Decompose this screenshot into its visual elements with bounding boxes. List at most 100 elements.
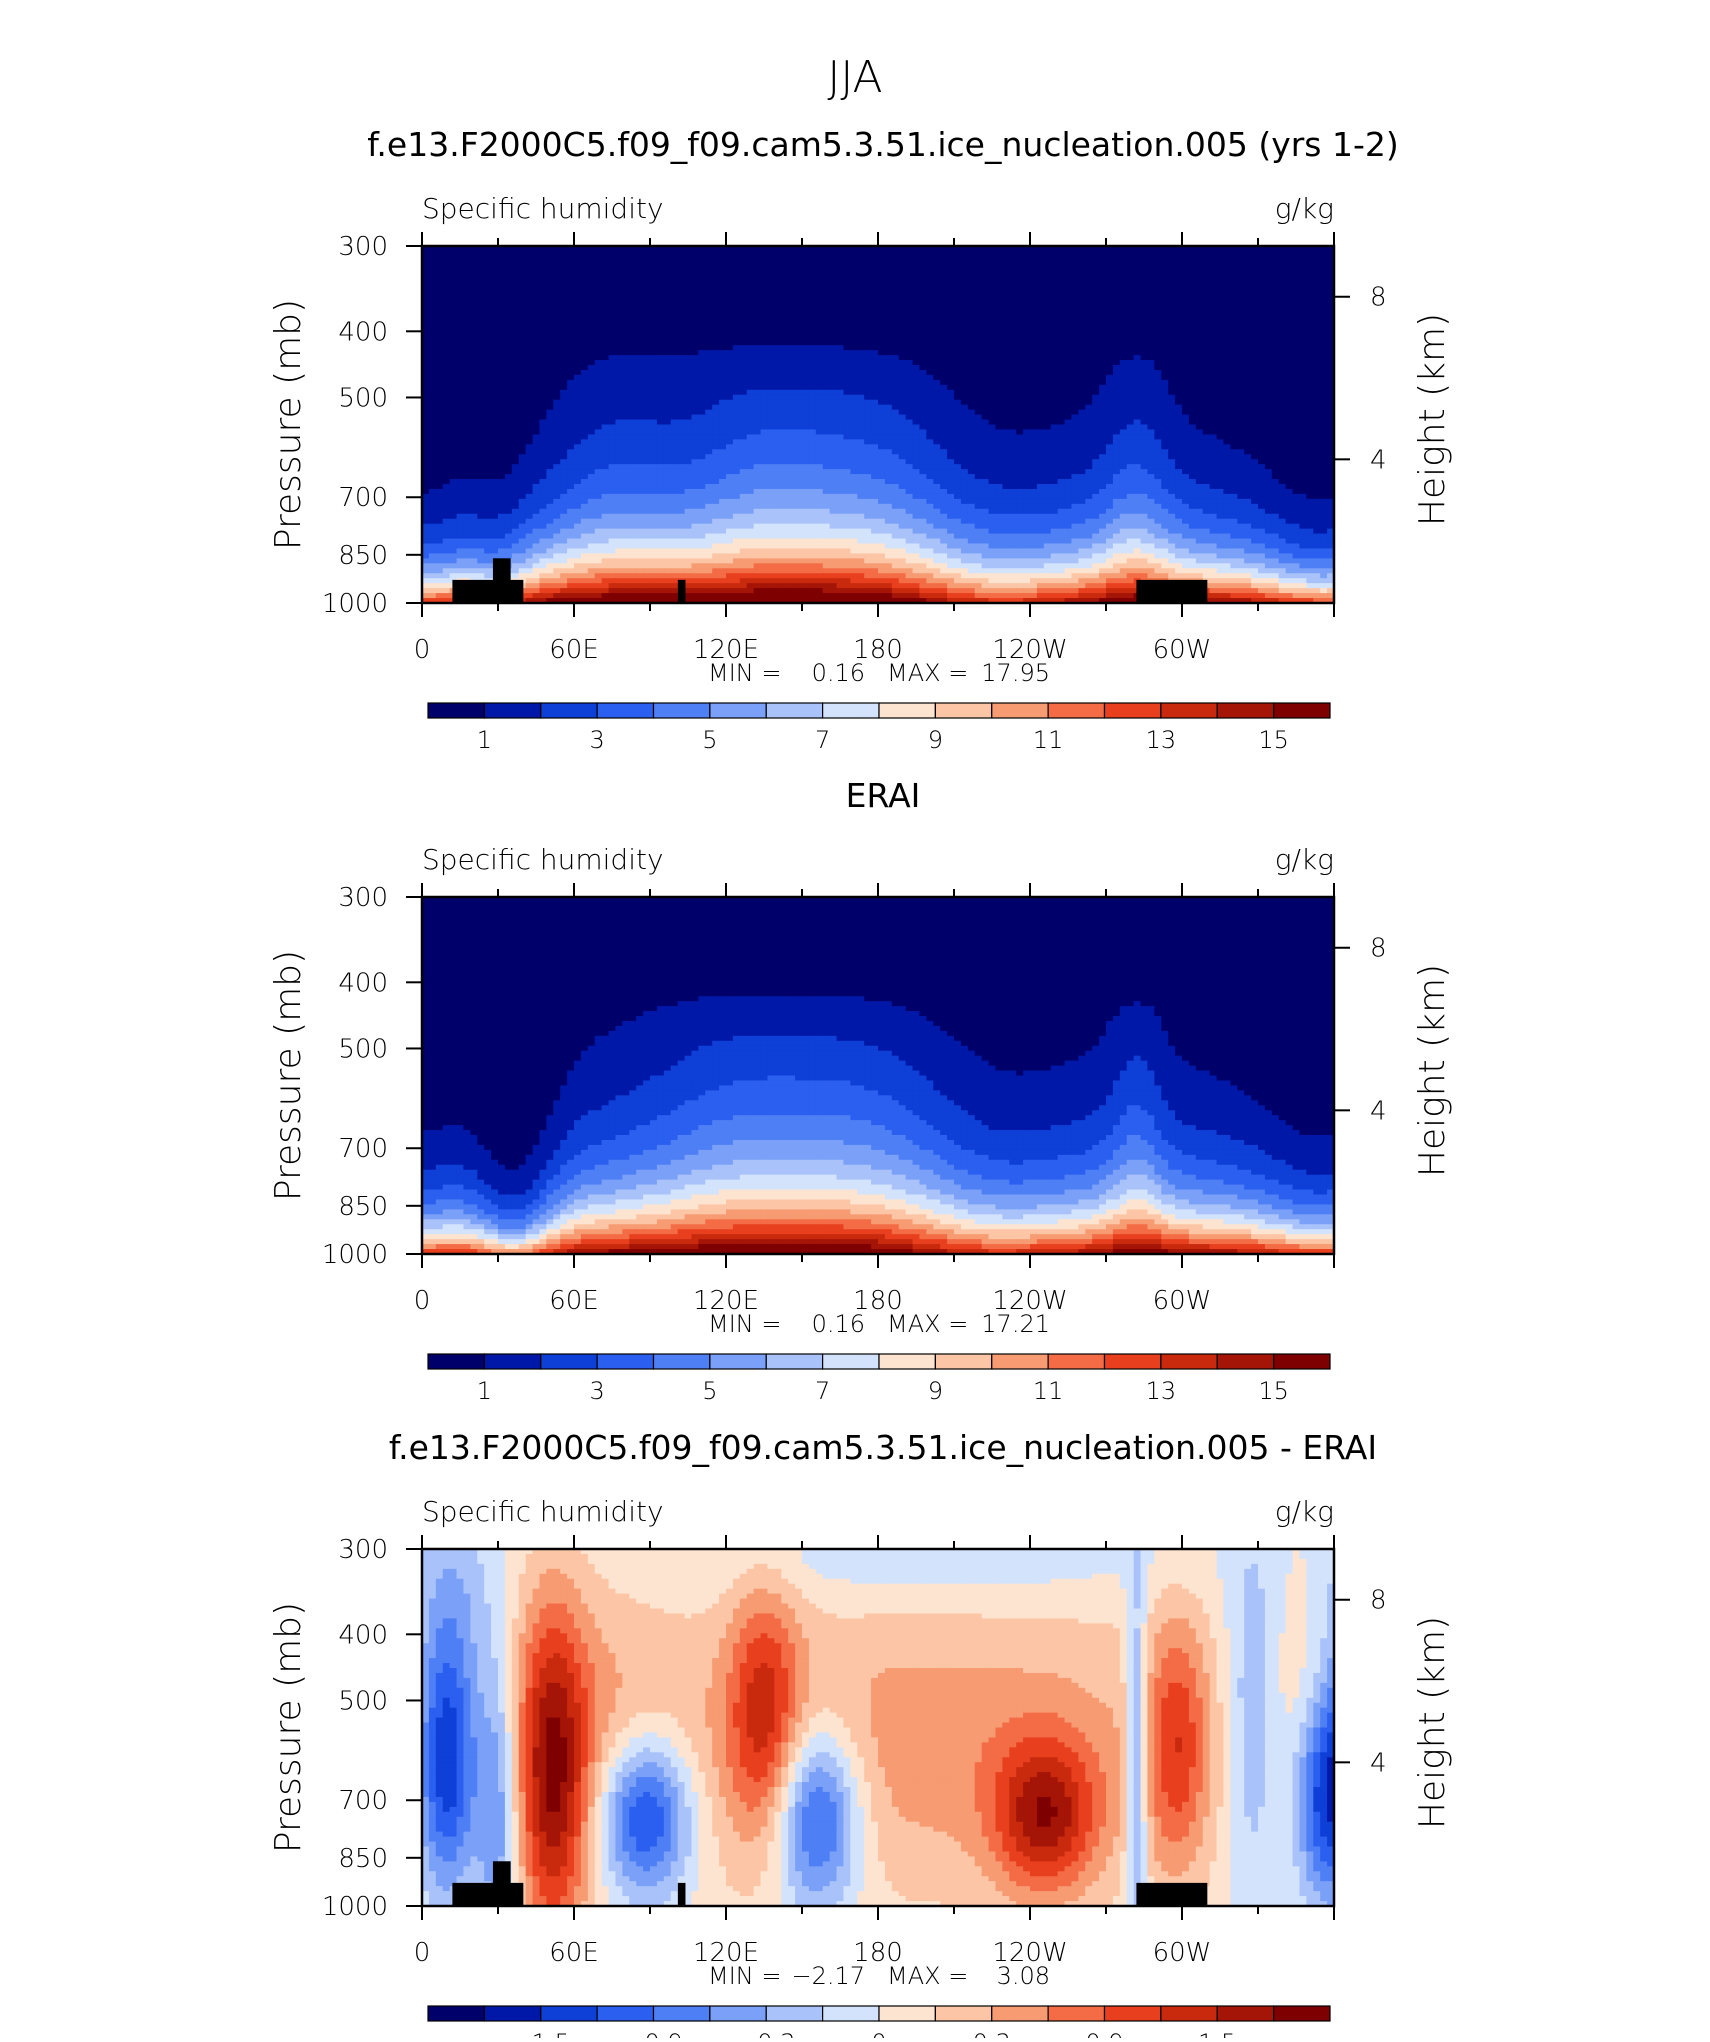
heatmap-cell <box>602 310 610 316</box>
heatmap-cell <box>1293 286 1301 292</box>
heatmap-cell <box>622 405 630 411</box>
heatmap-cell <box>913 261 921 267</box>
heatmap-cell <box>1306 360 1314 366</box>
heatmap-cell <box>1141 261 1149 267</box>
heatmap-cell <box>581 320 589 326</box>
heatmap-cell <box>795 345 803 351</box>
heatmap-cell <box>919 345 927 351</box>
heatmap-cell <box>1175 276 1183 282</box>
heatmap-cell <box>1265 256 1273 262</box>
heatmap-cell <box>1106 330 1114 336</box>
heatmap-cell <box>1230 340 1238 346</box>
heatmap-cell <box>823 390 831 396</box>
heatmap-cell <box>1134 320 1142 326</box>
heatmap-cell <box>913 395 921 401</box>
heatmap-cell <box>443 266 451 272</box>
heatmap-cell <box>788 291 796 297</box>
heatmap-cell <box>961 410 969 416</box>
heatmap-cell <box>595 375 603 381</box>
heatmap-cell <box>1058 286 1066 292</box>
heatmap-cell <box>1313 400 1321 406</box>
heatmap-cell <box>450 330 458 336</box>
heatmap-cell <box>691 315 699 321</box>
heatmap-cell <box>560 306 568 312</box>
heatmap-cell <box>795 365 803 371</box>
heatmap-cell <box>1099 281 1107 287</box>
heatmap-cell <box>1203 370 1211 376</box>
heatmap-cell <box>1272 320 1280 326</box>
heatmap-cell <box>781 410 789 416</box>
heatmap-cell <box>864 385 872 391</box>
heatmap-cell <box>574 380 582 386</box>
heatmap-cell <box>657 301 665 307</box>
heatmap-cell <box>622 425 630 431</box>
heatmap-cell <box>1161 296 1169 302</box>
heatmap-cell <box>781 276 789 282</box>
heatmap-cell <box>719 276 727 282</box>
heatmap-cell <box>1161 420 1169 426</box>
heatmap-cell <box>512 276 520 282</box>
heatmap-cell <box>761 256 769 262</box>
heatmap-cell <box>636 375 644 381</box>
heatmap-cell <box>443 350 451 356</box>
heatmap-cell <box>830 400 838 406</box>
heatmap-cell <box>560 296 568 302</box>
heatmap-cell <box>1127 261 1135 267</box>
heatmap-cell <box>1030 330 1038 336</box>
heatmap-cell <box>574 390 582 396</box>
heatmap-cell <box>1272 340 1280 346</box>
heatmap-cell <box>1092 400 1100 406</box>
heatmap-cell <box>788 360 796 366</box>
heatmap-cell <box>926 330 934 336</box>
heatmap-cell <box>1313 350 1321 356</box>
heatmap-cell <box>1030 296 1038 302</box>
heatmap-cell <box>1182 345 1190 351</box>
heatmap-cell <box>629 310 637 316</box>
heatmap-cell <box>664 310 672 316</box>
heatmap-cell <box>705 296 713 302</box>
heatmap-cell <box>698 375 706 381</box>
heatmap-cell <box>609 266 617 272</box>
heatmap-cell <box>961 335 969 341</box>
heatmap-cell <box>802 296 810 302</box>
heatmap-cell <box>767 365 775 371</box>
heatmap-cell <box>1154 276 1162 282</box>
heatmap-cell <box>1044 410 1052 416</box>
heatmap-cell <box>443 310 451 316</box>
heatmap-cell <box>484 261 492 267</box>
heatmap-cell <box>968 395 976 401</box>
heatmap-cell <box>526 370 534 376</box>
heatmap-cell <box>1099 291 1107 297</box>
heatmap-cell <box>560 410 568 416</box>
heatmap-cell <box>995 281 1003 287</box>
heatmap-cell <box>567 380 575 386</box>
heatmap-cell <box>691 340 699 346</box>
heatmap-cell <box>574 296 582 302</box>
heatmap-cell <box>678 261 686 267</box>
heatmap-cell <box>871 345 879 351</box>
heatmap-cell <box>940 281 948 287</box>
heatmap-cell <box>1154 301 1162 307</box>
heatmap-cell <box>843 291 851 297</box>
heatmap-cell <box>443 256 451 262</box>
heatmap-cell <box>498 310 506 316</box>
heatmap-cell <box>1313 266 1321 272</box>
heatmap-cell <box>740 325 748 331</box>
heatmap-cell <box>1134 335 1142 341</box>
heatmap-cell <box>533 320 541 326</box>
heatmap-cell <box>698 360 706 366</box>
heatmap-cell <box>602 390 610 396</box>
heatmap-cell <box>802 420 810 426</box>
heatmap-cell <box>1016 335 1024 341</box>
heatmap-cell <box>816 251 824 257</box>
heatmap-cell <box>1141 420 1149 426</box>
heatmap-cell <box>463 251 471 257</box>
heatmap-cell <box>933 261 941 267</box>
heatmap-cell <box>650 400 658 406</box>
heatmap-cell <box>843 281 851 287</box>
heatmap-cell <box>1265 350 1273 356</box>
heatmap-cell <box>539 306 547 312</box>
heatmap-cell <box>526 345 534 351</box>
heatmap-cell <box>809 320 817 326</box>
heatmap-cell <box>615 271 623 277</box>
